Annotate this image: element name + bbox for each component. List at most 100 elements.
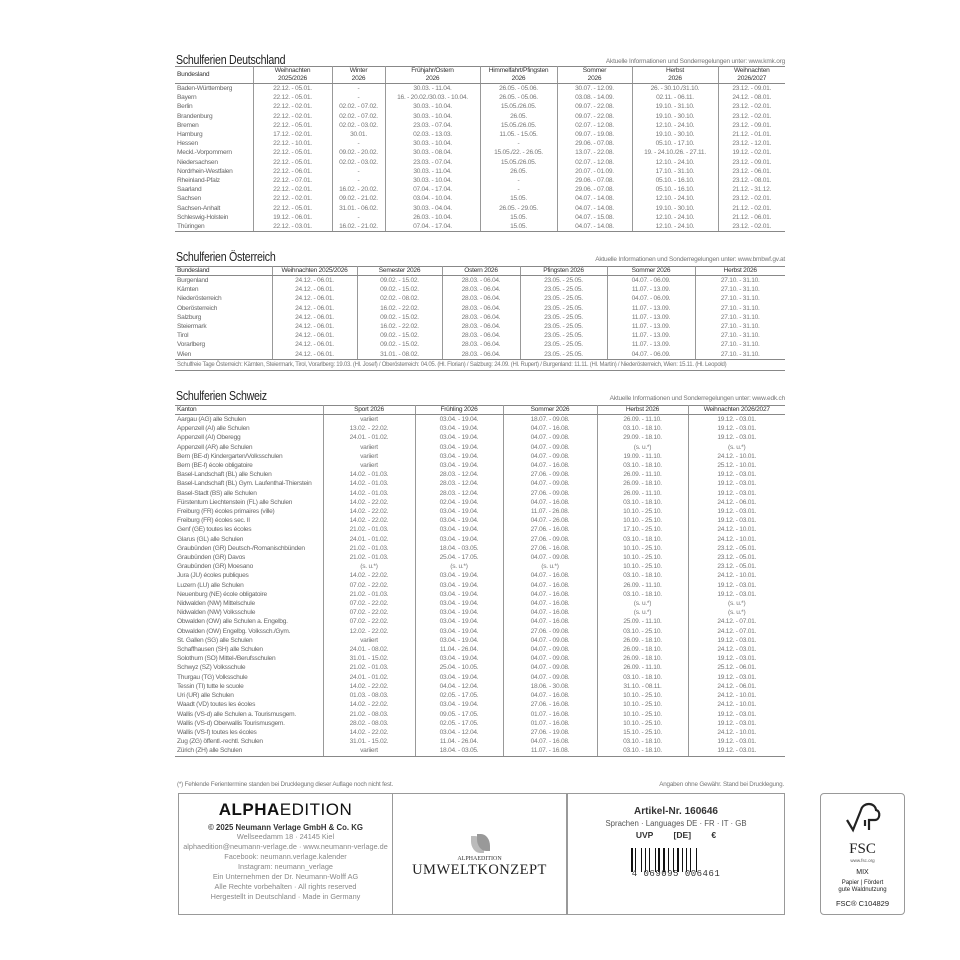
date-cell: 09.02. - 21.02. xyxy=(331,194,386,204)
date-cell: 04.07. - 16.08. xyxy=(502,691,598,701)
date-cell: 21.12. - 01.01. xyxy=(717,130,785,140)
date-cell: 24.12. - 06.01. xyxy=(271,331,358,341)
date-cell: 19.12. - 03.01. xyxy=(687,718,785,728)
region-cell: Schaffhausen (SH) alle Schulen xyxy=(175,645,324,655)
date-cell: 11.07. - 13.09. xyxy=(606,331,696,341)
region-cell: Vorarlberg xyxy=(175,340,273,350)
region-cell: Saarland xyxy=(175,185,254,195)
date-cell: 02.11. - 06.11. xyxy=(631,93,719,103)
date-cell: 07.02. - 22.02. xyxy=(322,599,416,609)
barcode-bar xyxy=(651,848,654,872)
column-header: Weihnachten 2025/2026 xyxy=(271,266,358,276)
date-cell: 24.12. - 06.01. xyxy=(271,312,358,323)
date-cell: 19.10. - 30.10. xyxy=(631,130,719,140)
date-cell: 21.02. - 01.03. xyxy=(322,553,416,563)
date-cell: 28.03. - 06.04. xyxy=(441,322,521,332)
date-cell: 02.02. - 08.02. xyxy=(356,294,443,304)
barcode-bar xyxy=(631,848,633,872)
table-row: Berlin 22.12. - 02.01. 02.02. - 07.02. 30.0… xyxy=(175,102,785,112)
region-cell: Wallis (VS-d) Oberwallis Tourismusgem. xyxy=(175,718,324,728)
date-cell: 20.07. - 01.09. xyxy=(556,166,633,177)
region-cell: St. Gallen (SG) alle Schulen xyxy=(175,635,324,646)
table-row: Nidwalden (NW) Volksschule 07.02. - 22.02… xyxy=(175,608,785,618)
date-cell: 16.02. - 22.02. xyxy=(356,322,443,332)
table-row: Graubünden (GR) Deutsch-/Romanischbünden… xyxy=(175,543,785,554)
table-row: Appenzell (AI) Oberegg 24.01. - 01.02. 03.… xyxy=(175,433,785,443)
date-cell: 04.07. - 09.08. xyxy=(502,433,598,443)
date-cell: 04.07. - 16.08. xyxy=(502,424,598,434)
date-cell: - xyxy=(479,139,558,149)
table-row: Baden-Württemberg 22.12. - 05.01. -30.03. … xyxy=(175,83,785,94)
table-row: Meckl.-Vorpommern 22.12. - 05.01. 09.02. -… xyxy=(175,148,785,158)
region-cell: Brandenburg xyxy=(175,111,254,121)
region-cell: Appenzell (AI) alle Schulen xyxy=(175,424,324,434)
date-cell: 27.06. - 09.08. xyxy=(502,470,598,480)
date-cell: 26.05. xyxy=(479,111,558,121)
date-cell: 30.01. xyxy=(331,130,386,140)
date-cell: 24.12. - 06.01. xyxy=(271,294,358,304)
date-cell: 03.04. - 19.04. xyxy=(414,516,504,526)
barcode-bar xyxy=(640,848,642,872)
date-cell: 07.04. - 17.04. xyxy=(384,222,481,233)
date-cell: 28.03. - 12.04. xyxy=(414,470,504,480)
region-cell: Zürich (ZH) alle Schulen xyxy=(175,746,324,757)
barcode-bar xyxy=(665,848,667,872)
table-row: Appenzell (AR) alle Schulen variiert 03.04… xyxy=(175,442,785,452)
date-cell: 03.04. - 12.04. xyxy=(414,727,504,738)
section-title-austria: Schulferien Österreich xyxy=(176,250,276,264)
barcode-bar xyxy=(695,848,697,872)
date-cell: 28.03. - 06.04. xyxy=(441,294,521,304)
date-cell: 19.10. - 30.10. xyxy=(631,111,719,121)
date-cell: 03.10. - 18.10. xyxy=(596,424,689,434)
date-cell: 19.10. - 30.10. xyxy=(631,203,719,213)
table-row: Wien 24.12. - 06.01. 31.01. - 08.02. 28.03.… xyxy=(175,349,785,360)
date-cell: 22.12. - 02.01. xyxy=(252,111,333,121)
date-cell: 23.05. - 25.05. xyxy=(519,294,608,304)
section-title-switzerland: Schulferien Schweiz xyxy=(176,389,267,403)
region-cell: Schleswig-Holstein xyxy=(175,212,254,223)
region-cell: Appenzell (AI) Oberegg xyxy=(175,433,324,443)
date-cell: 03.10. - 18.10. xyxy=(596,672,689,682)
date-cell: 27.10. - 31.10. xyxy=(694,349,785,360)
date-cell: 23.03. - 07.04. xyxy=(384,120,481,131)
barcode-bar xyxy=(660,848,662,872)
date-cell: 24.01. - 01.02. xyxy=(322,672,416,682)
table-switzerland: Kanton Sport 2026 Frühling 2026 Sommer 2026… xyxy=(175,405,785,757)
fsc-name: FSC xyxy=(849,841,876,857)
barcode-bar xyxy=(674,848,676,872)
date-cell: 23.05. - 25.05. xyxy=(519,349,608,360)
date-cell: 31.01. - 15.02. xyxy=(322,654,416,664)
header-row: Kanton Sport 2026 Frühling 2026 Sommer 2026… xyxy=(175,405,785,415)
date-cell: 23.12. - 05.01. xyxy=(687,562,785,572)
date-cell: 24.12. - 06.01. xyxy=(271,275,358,286)
date-cell: 27.06. - 16.08. xyxy=(502,700,598,710)
date-cell: 23.12. - 06.01. xyxy=(717,166,785,177)
date-cell: variiert xyxy=(322,451,416,462)
date-cell: 19.12. - 03.01. xyxy=(687,589,785,600)
table-row: Oberösterreich 24.12. - 06.01. 16.02. - 22… xyxy=(175,303,785,313)
table-row: Rheinland-Pfalz 22.12. - 07.01. -30.03. - … xyxy=(175,176,785,186)
date-cell: 22.12. - 05.01. xyxy=(252,157,333,167)
table-row: Freiburg (FR) écoles primaires (ville) 14… xyxy=(175,507,785,517)
region-cell: Basel-Landschaft (BL) alle Schulen xyxy=(175,470,324,480)
fsc-text: gute Waldnutzung xyxy=(838,887,887,893)
table-row: Tessin (TI) tutte le scuole 14.02. - 22.0… xyxy=(175,681,785,692)
column-header: Bundesland xyxy=(175,266,273,276)
table-row: Bremen 22.12. - 05.01. 02.02. - 03.02. 23.0… xyxy=(175,120,785,131)
date-cell: 23.12. - 05.01. xyxy=(687,543,785,554)
date-cell: 28.03. - 06.04. xyxy=(441,275,521,286)
date-cell: 28.03. - 12.04. xyxy=(414,479,504,489)
date-cell: 22.12. - 02.01. xyxy=(252,185,333,195)
date-cell: 03.10. - 18.10. xyxy=(596,737,689,747)
eco-title: UMWELTKONZEPT xyxy=(412,862,547,878)
region-cell: Niedersachsen xyxy=(175,157,254,167)
date-cell: 03.10. - 18.10. xyxy=(596,589,689,600)
table-row: Solothurn (SO) Mittel-/Berufsschulen 31.0… xyxy=(175,654,785,664)
date-cell: 26.09. - 18.10. xyxy=(596,479,689,489)
date-cell: 02.02. - 03.02. xyxy=(331,120,386,131)
table-row: Jura (JU) écoles publiques 14.02. - 22.02… xyxy=(175,571,785,581)
date-cell: 10.10. - 25.10. xyxy=(596,553,689,563)
date-cell: 27.06. - 09.08. xyxy=(502,488,598,498)
barcode-bar xyxy=(648,848,651,872)
date-cell: 07.02. - 22.02. xyxy=(322,608,416,618)
